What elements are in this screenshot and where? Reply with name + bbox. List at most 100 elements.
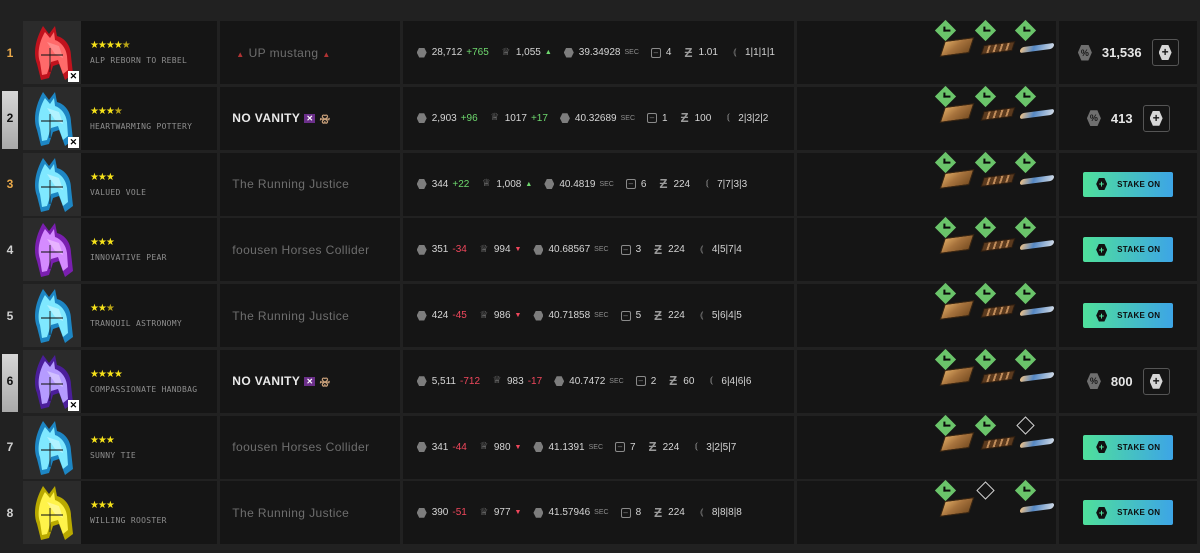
race-result-row[interactable]: 3 ★★★ VALUED VOLE The Running Justice 34… (0, 151, 1200, 219)
whip-item-icon (1019, 503, 1056, 514)
horse-cell[interactable]: ★★★ SUNNY TIE (22, 415, 218, 479)
race-result-row[interactable]: 7 ★★★ SUNNY TIE foousen Horses Collider … (0, 414, 1200, 482)
gear-slot[interactable] (975, 348, 1016, 392)
speed-icon: Ƶ (669, 373, 678, 389)
whip-item-icon (1019, 108, 1056, 119)
plus-icon: + (1096, 178, 1108, 190)
horse-avatar[interactable] (22, 481, 81, 545)
race-result-row[interactable]: 6 ✕ ★★★★ COMPASSIONATE HANDBAG NO VANITY… (0, 348, 1200, 416)
gear-slot[interactable] (935, 282, 975, 326)
horse-cell[interactable]: ✕ ★★★★★ ALP REBORN TO REBEL (22, 21, 218, 84)
race-result-row[interactable]: 1 ✕ ★★★★★ ALP REBORN TO REBEL ▲ UP mustan… (0, 19, 1200, 87)
gear-slot[interactable] (976, 481, 1011, 523)
bridle-item-icon (980, 106, 1016, 121)
rating-icon (416, 47, 427, 58)
gear-slot[interactable] (935, 480, 975, 523)
add-stake-button[interactable]: + (1151, 39, 1179, 66)
rating-stat: 344 +22 (416, 178, 470, 190)
stable-name[interactable]: The Running Justice (232, 505, 350, 520)
horse-avatar[interactable]: ✕ (22, 349, 81, 413)
rating-icon (416, 113, 427, 124)
gear-slot[interactable] (1015, 85, 1056, 129)
stable-cell: foousen Horses Collider (220, 415, 400, 479)
horse-cell[interactable]: ✕ ★★★★ HEARTWARMING POTTERY (22, 86, 218, 150)
horse-cell[interactable]: ✕ ★★★★ COMPASSIONATE HANDBAG (22, 349, 218, 413)
gear-slot[interactable] (975, 217, 1016, 260)
horse-avatar[interactable]: ✕ (22, 21, 81, 84)
plus-icon: + (1149, 373, 1163, 389)
stats-cell: 351 -34 ♕ 994 ▼ 40.68567 SEC – 3 Ƶ 224 (402, 218, 795, 282)
horse-name[interactable]: INNOVATIVE PEAR (89, 253, 167, 263)
stable-name[interactable]: NO VANITY ✕ 🝮 (232, 111, 331, 126)
horse-name[interactable]: SUNNY TIE (89, 450, 136, 460)
gate-stat: – 2 (635, 376, 656, 387)
horse-avatar[interactable]: ✕ (22, 86, 81, 150)
stable-name[interactable]: ▲ UP mustang ▲ (236, 45, 331, 60)
rating-icon (416, 244, 427, 255)
star-rating: ★★★ (89, 303, 115, 314)
stable-name[interactable]: The Running Justice (232, 308, 350, 323)
equipped-check-icon (975, 85, 997, 107)
star-rating: ★★★★★ (89, 40, 131, 51)
gear-slot[interactable] (1015, 282, 1056, 326)
horse-cell[interactable]: ★★★ VALUED VOLE (22, 152, 218, 216)
horse-avatar[interactable] (22, 218, 81, 282)
stable-name[interactable]: foousen Horses Collider (232, 242, 370, 257)
race-result-row[interactable]: 8 ★★★ WILLING ROOSTER The Running Justic… (0, 480, 1200, 547)
plus-icon: + (1096, 441, 1108, 453)
gear-slot[interactable] (1015, 480, 1056, 523)
stable-name[interactable]: The Running Justice (232, 177, 350, 191)
empty-slot-icon (1016, 415, 1036, 435)
horse-avatar[interactable] (22, 284, 81, 347)
equipped-check-icon (935, 414, 957, 436)
race-result-row[interactable]: 2 ✕ ★★★★ HEARTWARMING POTTERY NO VANITY ✕… (0, 85, 1200, 153)
gear-slot[interactable] (975, 151, 1016, 195)
laurel-icon: ♕ (479, 506, 489, 518)
stats-cell: 344 +22 ♕ 1,008 ▲ 40.4819 SEC – 6 Ƶ 224 (402, 152, 795, 216)
horse-avatar[interactable] (22, 415, 81, 479)
horse-cell[interactable]: ★★★ INNOVATIVE PEAR (22, 218, 218, 282)
rating-change: +22 (452, 178, 470, 190)
stake-on-button[interactable]: + STAKE ON (1083, 500, 1174, 526)
stake-on-button[interactable]: + STAKE ON (1083, 434, 1174, 460)
add-stake-button[interactable]: + (1142, 367, 1170, 395)
horse-name[interactable]: VALUED VOLE (89, 187, 147, 197)
stable-name[interactable]: NO VANITY ✕ 🝮 (232, 374, 331, 389)
stake-on-button[interactable]: + STAKE ON (1083, 237, 1174, 263)
gear-slot[interactable] (935, 414, 975, 458)
gear-slot[interactable] (1016, 415, 1056, 458)
form-stat: ⦅ 7|7|3|3 (702, 179, 747, 190)
horse-name[interactable]: ALP REBORN TO REBEL (89, 56, 188, 65)
gear-slot[interactable] (975, 282, 1016, 326)
whip-item-icon (1019, 371, 1056, 382)
gear-slot[interactable] (1015, 19, 1056, 63)
fans-change: +17 (530, 112, 548, 124)
rating-stat: 424 -45 (416, 310, 467, 321)
gear-slot[interactable] (935, 217, 975, 260)
empty-slot-icon (976, 481, 996, 500)
race-result-row[interactable]: 4 ★★★ INNOVATIVE PEAR foousen Horses Col… (0, 217, 1200, 284)
horse-avatar[interactable] (22, 152, 81, 216)
gear-slot[interactable] (975, 19, 1016, 63)
gear-slot[interactable] (935, 85, 975, 129)
gear-slot[interactable] (975, 85, 1016, 129)
stable-name[interactable]: foousen Horses Collider (232, 440, 370, 454)
horse-name[interactable]: WILLING ROOSTER (89, 516, 167, 526)
horse-cell[interactable]: ★★★ WILLING ROOSTER (22, 481, 218, 545)
horse-name[interactable]: HEARTWARMING POTTERY (89, 121, 193, 131)
gear-slot[interactable] (1015, 348, 1056, 392)
race-result-row[interactable]: 5 ★★★ TRANQUIL ASTRONOMY The Running Jus… (0, 282, 1200, 350)
gear-slot[interactable] (975, 414, 1016, 458)
fans-stat: ♕ 1,008 ▲ (481, 178, 533, 190)
gear-slot[interactable] (935, 19, 975, 63)
stake-on-button[interactable]: + STAKE ON (1083, 303, 1174, 328)
gear-slot[interactable] (935, 348, 975, 392)
horse-name[interactable]: TRANQUIL ASTRONOMY (89, 319, 183, 328)
gear-slot[interactable] (1015, 217, 1056, 260)
stake-on-button[interactable]: + STAKE ON (1083, 171, 1174, 197)
add-stake-button[interactable]: + (1142, 104, 1170, 132)
horse-name[interactable]: COMPASSIONATE HANDBAG (89, 384, 198, 394)
gear-slot[interactable] (1015, 151, 1056, 195)
gear-slot[interactable] (935, 151, 975, 195)
horse-cell[interactable]: ★★★ TRANQUIL ASTRONOMY (22, 284, 218, 347)
